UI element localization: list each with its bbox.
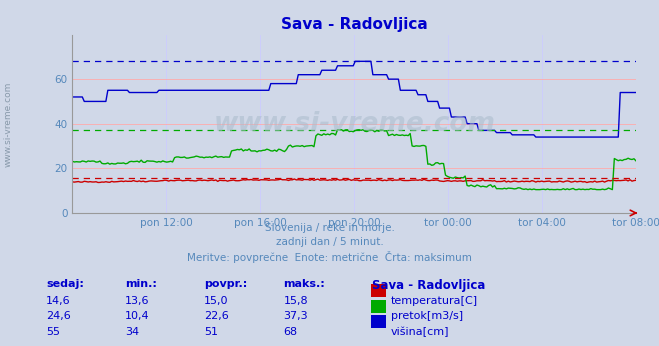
Text: Sava - Radovljica: Sava - Radovljica [372, 279, 486, 292]
Text: 13,6: 13,6 [125, 296, 150, 306]
Text: višina[cm]: višina[cm] [391, 327, 449, 337]
Text: www.si-vreme.com: www.si-vreme.com [3, 82, 13, 167]
Text: temperatura[C]: temperatura[C] [391, 296, 478, 306]
Text: sedaj:: sedaj: [46, 279, 84, 289]
Text: maks.:: maks.: [283, 279, 325, 289]
Text: 15,0: 15,0 [204, 296, 229, 306]
Text: pretok[m3/s]: pretok[m3/s] [391, 311, 463, 321]
Text: povpr.:: povpr.: [204, 279, 248, 289]
Text: 68: 68 [283, 327, 297, 337]
Text: Slovenija / reke in morje.: Slovenija / reke in morje. [264, 223, 395, 233]
Text: 34: 34 [125, 327, 139, 337]
Text: 24,6: 24,6 [46, 311, 71, 321]
Text: 37,3: 37,3 [283, 311, 308, 321]
Text: 22,6: 22,6 [204, 311, 229, 321]
Text: 14,6: 14,6 [46, 296, 71, 306]
Text: 51: 51 [204, 327, 218, 337]
Text: Meritve: povprečne  Enote: metrične  Črta: maksimum: Meritve: povprečne Enote: metrične Črta:… [187, 251, 472, 263]
Text: 15,8: 15,8 [283, 296, 308, 306]
Title: Sava - Radovljica: Sava - Radovljica [281, 17, 428, 32]
Text: www.si-vreme.com: www.si-vreme.com [214, 111, 495, 137]
Text: 55: 55 [46, 327, 60, 337]
Text: zadnji dan / 5 minut.: zadnji dan / 5 minut. [275, 237, 384, 247]
Text: 10,4: 10,4 [125, 311, 150, 321]
Text: min.:: min.: [125, 279, 157, 289]
